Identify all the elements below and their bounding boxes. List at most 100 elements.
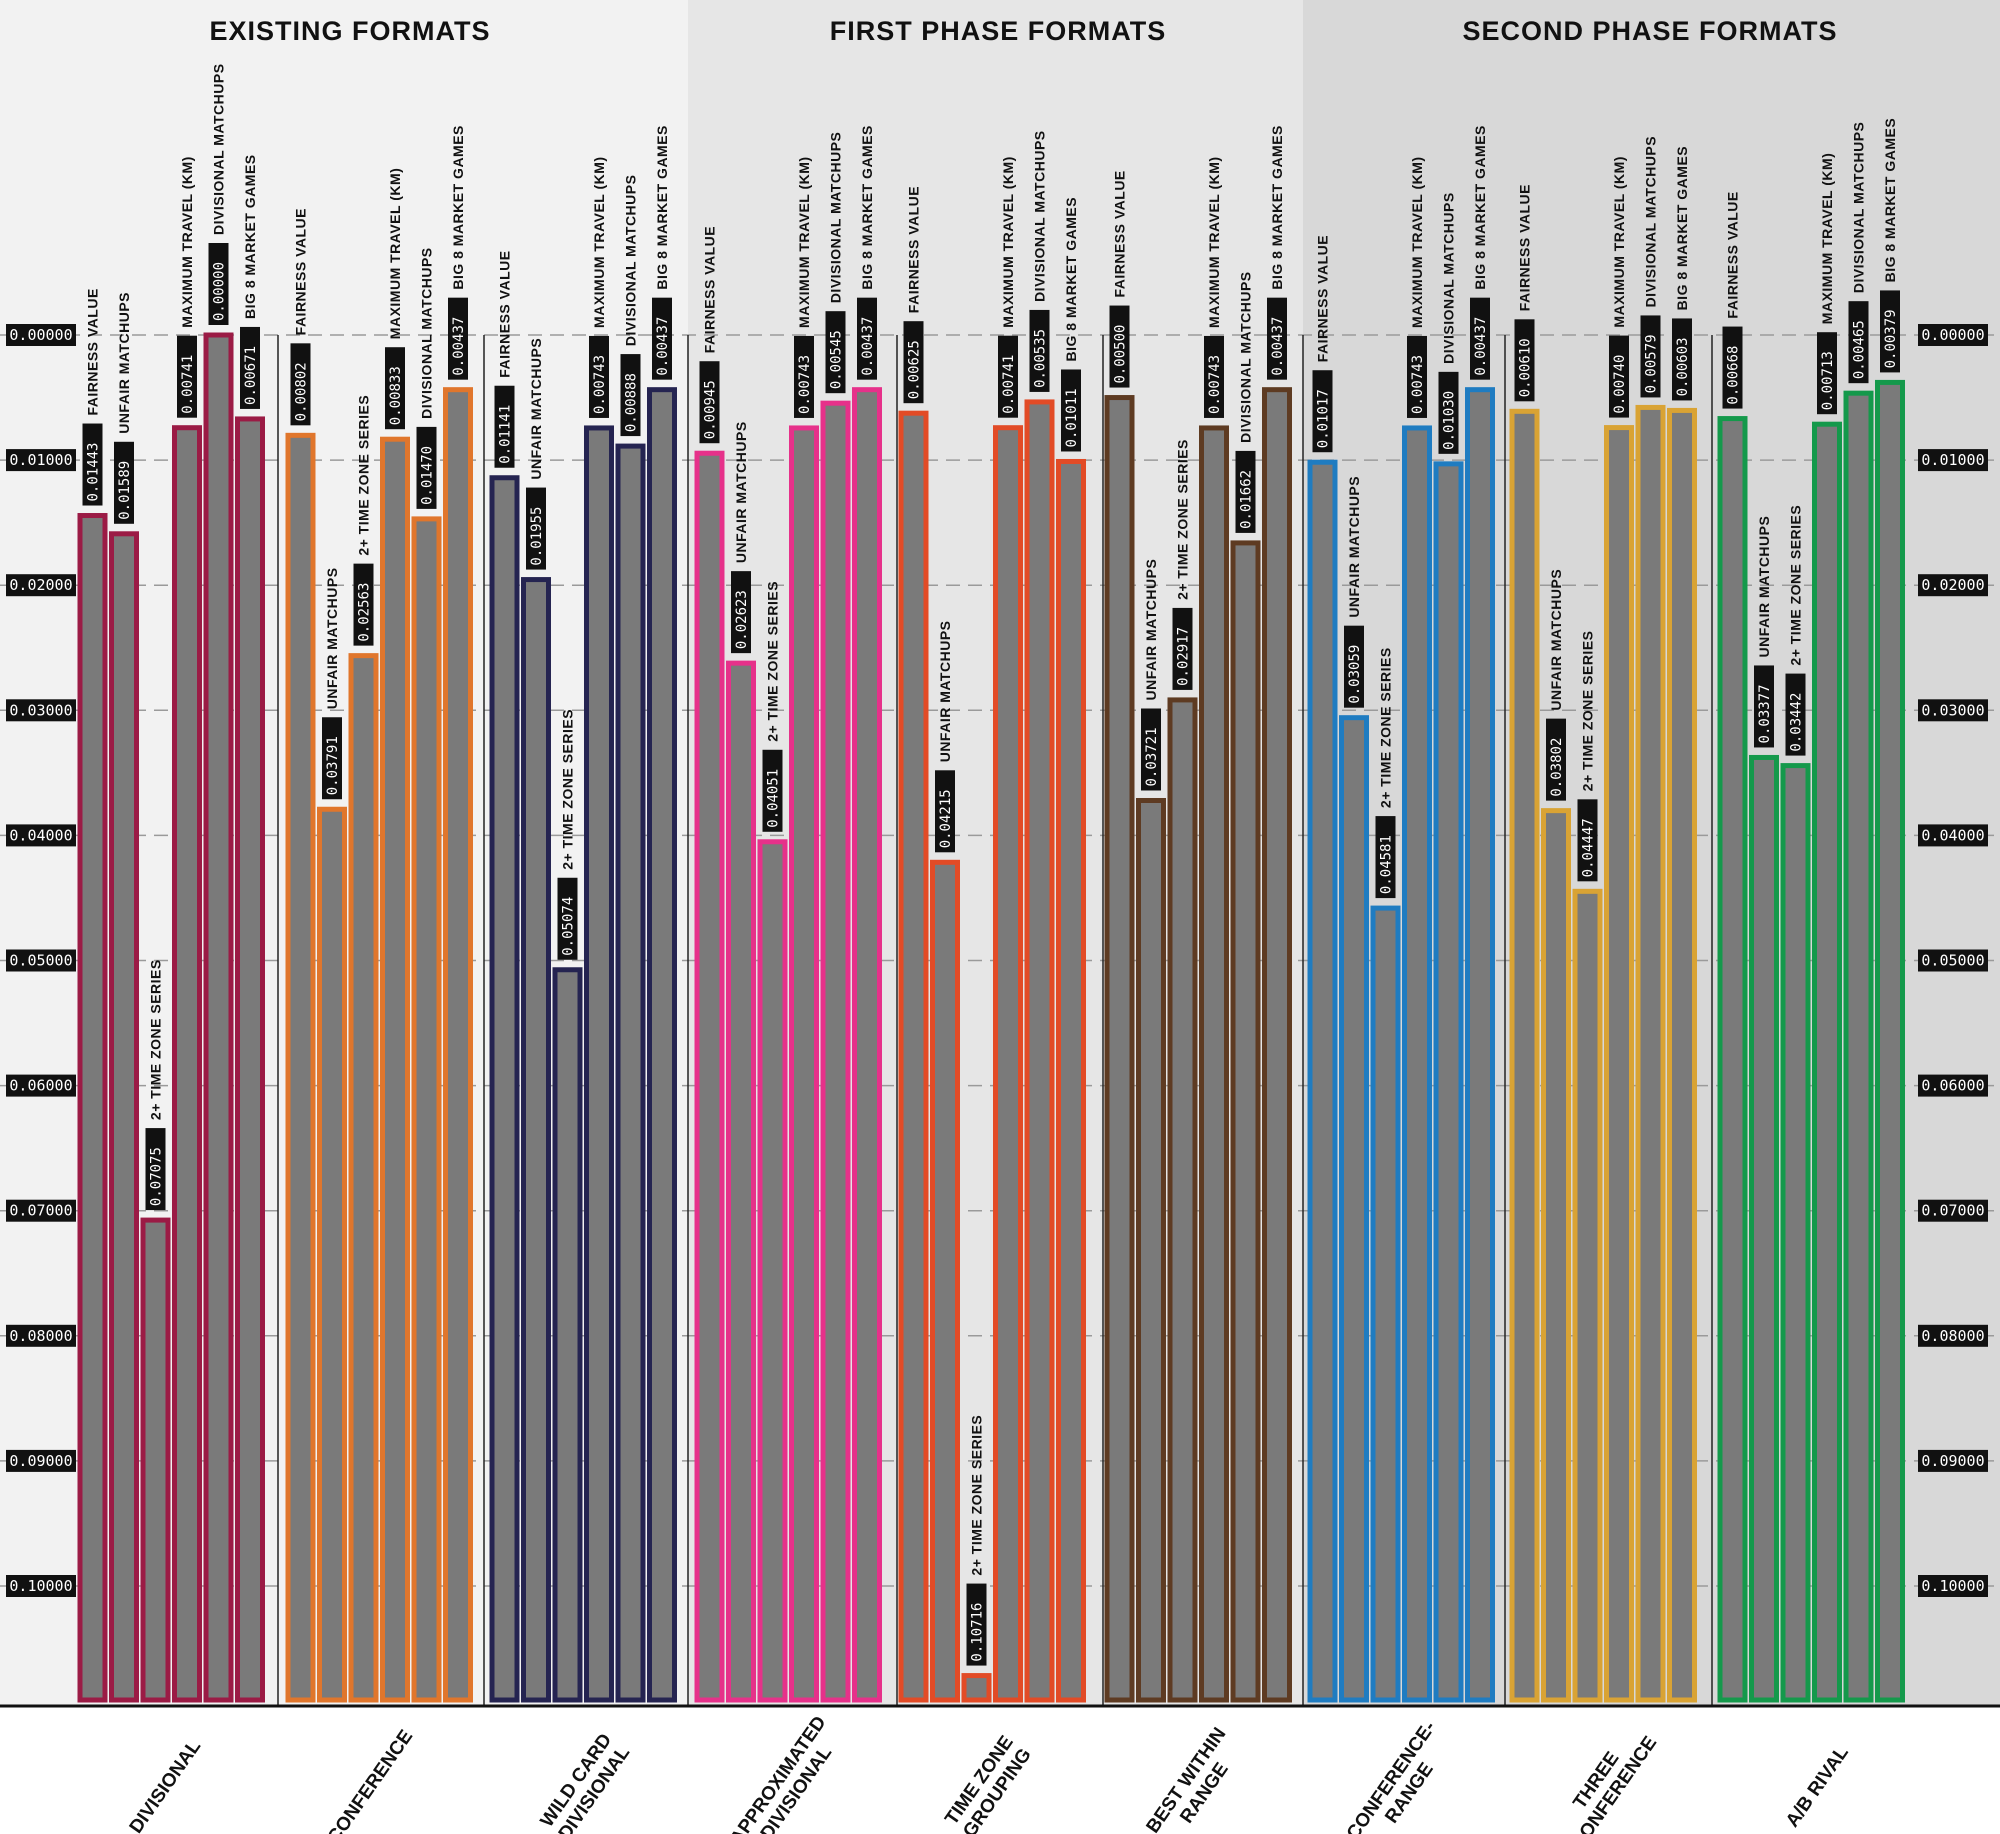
bar-value-label: 0.00713 [1820,351,1836,410]
metric-label: 2+ TIME ZONE SERIES [1175,439,1191,600]
y-tick-label: 0.10000 [1921,1577,1984,1595]
bar-value-box [1722,326,1743,409]
metric-label: FAIRNESS VALUE [1725,191,1741,318]
metric-label: DIVISIONAL MATCHUPS [211,63,227,235]
bar-value-box [794,335,814,418]
bar-value-label: 0.00802 [294,362,310,421]
bar [443,387,473,1703]
bar-value-label: 0.00741 [180,355,196,414]
bar [552,967,583,1703]
bar-value-label: 0.00437 [1473,317,1489,376]
bar-value-box [240,326,260,409]
metric-label: MAXIMUM TRAVEL (KM) [1819,153,1835,325]
metric-label: DIVISIONAL MATCHUPS [623,175,639,347]
bar-value-box [1267,297,1287,380]
metric-label: MAXIMUM TRAVEL (KM) [1206,156,1222,328]
bar-value-box [494,385,515,468]
metric-label: UNFAIR MATCHUPS [528,338,544,480]
bar-value-box [998,335,1018,418]
bar [235,416,265,1703]
bar-value-label: 0.00741 [1001,355,1017,414]
bar-value-label: 0.00743 [797,355,813,414]
bar-value-box [114,441,134,524]
metric-label: DIVISIONAL MATCHUPS [1441,192,1457,364]
bar-labels: 0.01443 FAIRNESS VALUE 0.01589 UNFAIR MATCH… [82,63,1900,1666]
bar [1749,754,1779,1703]
metric-label: UNFAIR MATCHUPS [733,421,749,563]
bar-value-box [903,321,924,404]
y-tick-label: 0.08000 [9,1327,72,1345]
bar-value-box [1172,607,1193,690]
bar-value-label: 0.00668 [1726,346,1742,405]
bar-value-label: 0.00437 [451,317,467,376]
metric-label: DIVISIONAL MATCHUPS [828,132,844,304]
bar [757,839,788,1703]
bar [1024,399,1055,1703]
bar-value-box [1470,297,1490,380]
bar [647,387,677,1703]
bar [1167,697,1198,1703]
bar-value-label: 0.00603 [1675,337,1691,396]
bar [1056,458,1086,1703]
bar-value-label: 0.01662 [1239,470,1255,529]
y-tick-box [1918,949,1988,972]
bar [1199,425,1229,1703]
metric-label: DIVISIONAL MATCHUPS [419,247,435,419]
bar-value-label: 0.05074 [561,897,577,956]
bar-value-label: 0.00743 [1207,355,1223,414]
bar-value-box [1514,319,1535,402]
y-tick-box [6,1074,76,1097]
y-tick-label: 0.05000 [1921,952,1984,970]
bar-value-box [145,1128,166,1211]
bar-value-label: 0.04581 [1379,835,1395,894]
bar [285,432,316,1703]
bar-value-box [1029,309,1050,392]
bar-value-box [731,571,751,654]
bar [489,475,520,1703]
bar-value-label: 0.01589 [117,461,133,520]
bar-value-box [82,423,103,506]
y-axis-right: 0.00000 0.01000 0.02000 0.03000 0.04000 0.050… [1918,324,1988,1597]
bar-value-label: 0.00740 [1612,355,1628,414]
metric-label: FAIRNESS VALUE [497,250,513,377]
format-separators [277,335,1713,1706]
y-tick-box [6,449,76,472]
y-tick-box [6,574,76,597]
y-tick-box [6,824,76,847]
bar-value-box [385,347,405,430]
bar-value-label: 0.01141 [498,405,514,464]
bar-value-box [589,335,609,418]
bar-value-box [208,243,229,325]
bar [140,1217,171,1703]
bar-value-label: 0.00437 [655,317,671,376]
bar [1572,888,1603,1703]
y-tick-box [6,699,76,722]
bar-value-label: 0.03791 [325,736,341,795]
y-tick-label: 0.09000 [1921,1452,1984,1470]
y-tick-box [6,949,76,972]
bar-value-label: 0.00437 [1270,317,1286,376]
bar [993,425,1023,1703]
bar-value-box [935,770,955,853]
bar-value-label: 0.02623 [734,590,750,649]
bar [521,577,551,1703]
bar [1370,905,1401,1703]
y-tick-box [1918,324,1988,346]
metric-label: MAXIMUM TRAVEL (KM) [1611,156,1627,328]
bar-value-label: 0.00379 [1883,309,1899,368]
bar-value-label: 0.00465 [1852,320,1868,379]
metric-label: BIG 8 MARKET GAMES [450,125,466,290]
bar [172,425,202,1703]
bar-value-label: 0.00000 [212,262,228,321]
y-tick-label: 0.03000 [9,701,72,719]
bar-value-box [1235,450,1256,533]
y-tick-label: 0.06000 [9,1077,72,1095]
bar [1875,379,1905,1703]
y-tick-label: 0.04000 [1921,826,1984,844]
bar-value-label: 0.04447 [1581,818,1597,877]
bar [961,1673,992,1703]
metric-label: BIG 8 MARKET GAMES [1674,146,1690,311]
bar [1230,540,1261,1703]
metric-label: BIG 8 MARKET GAMES [859,125,875,290]
bar [77,513,108,1703]
